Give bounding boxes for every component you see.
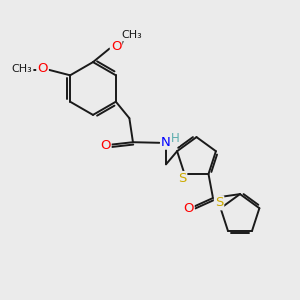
Text: O: O [37,62,48,75]
Text: N: N [161,136,171,149]
Text: CH₃: CH₃ [122,30,142,40]
Text: O: O [111,40,122,53]
Text: O: O [183,202,194,215]
Text: CH₃: CH₃ [12,64,32,74]
Text: S: S [178,172,186,185]
Text: O: O [100,139,111,152]
Text: S: S [215,196,223,209]
Text: H: H [171,132,179,145]
